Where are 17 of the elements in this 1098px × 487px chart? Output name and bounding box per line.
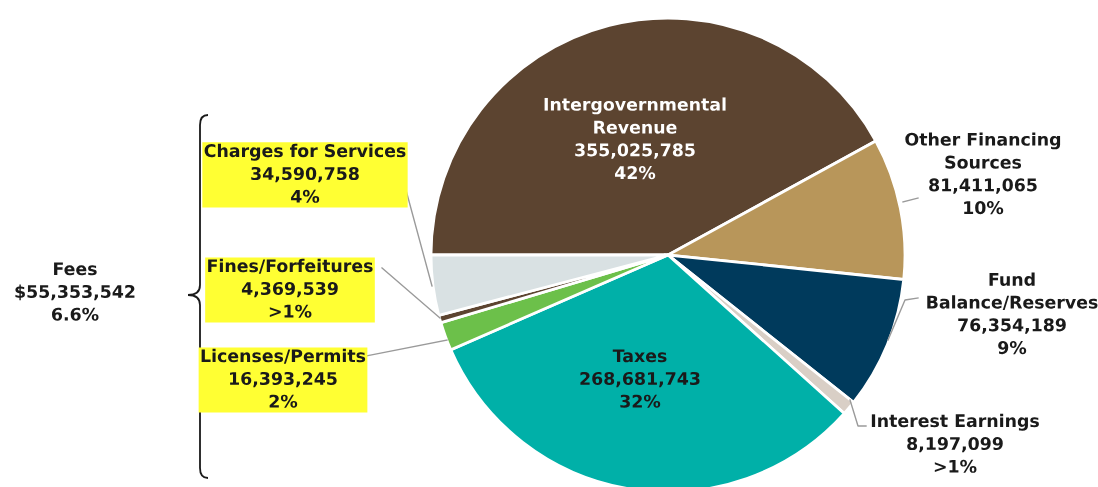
data-label: 8,197,099 >1%	[907, 436, 1003, 473]
data-label: 268,681,743 32%	[580, 371, 700, 408]
slice-label: Interest Earnings	[871, 413, 1039, 431]
slice-label: Charges for Services	[204, 143, 406, 161]
data-label: 355,025,785 42%	[575, 143, 695, 180]
slice-label: Intergovernmental Revenue	[544, 97, 726, 134]
data-label: 76,354,189 9%	[958, 318, 1066, 355]
data-label: 4,369,539 >1%	[241, 281, 338, 318]
slice-label: Licenses/Permits	[201, 348, 366, 364]
data-label: 34,590,758 4%	[251, 166, 359, 203]
data-label: 16,393,245 2%	[230, 371, 337, 408]
data-label: 81,411,065 10%	[929, 178, 1037, 215]
text: Fees $55,353,542 6.6%	[15, 262, 135, 321]
slice-label: Fines/Forfeitures	[208, 258, 373, 274]
slice-label: Taxes	[612, 349, 667, 363]
slice-label: Fund Balance/Reserves	[927, 272, 1098, 311]
slice-label: Other Financing Sources	[905, 132, 1061, 169]
